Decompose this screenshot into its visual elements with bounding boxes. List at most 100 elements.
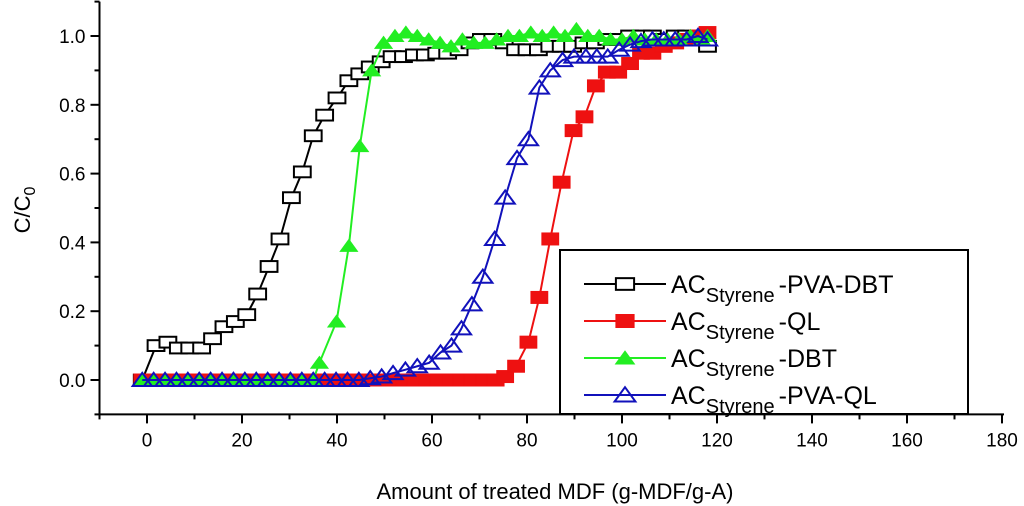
legend-label-prefix: AC	[671, 271, 706, 299]
x-tick-label: 100	[606, 430, 638, 451]
y-axis-title: C/C0	[10, 187, 39, 234]
x-tick-label: 40	[326, 430, 347, 451]
data-point	[496, 370, 515, 384]
data-point	[640, 30, 664, 47]
data-point	[507, 359, 525, 373]
data-point	[309, 355, 330, 369]
data-point	[452, 32, 472, 46]
y-tick-label: 0.4	[59, 233, 86, 254]
x-tick-label: 20	[231, 430, 252, 451]
data-point	[532, 28, 552, 42]
data-point	[430, 35, 450, 49]
legend-label-sub: Styrene	[706, 285, 775, 307]
data-point	[164, 371, 189, 387]
data-point	[530, 290, 549, 304]
data-point	[192, 341, 212, 355]
data-point	[663, 30, 687, 47]
legend-item: ACStyrene -QL	[584, 308, 820, 344]
data-point	[244, 371, 268, 387]
data-point	[575, 110, 594, 124]
data-point	[313, 371, 337, 387]
legend-item: ACStyrene -PVA-QL	[584, 382, 877, 418]
data-point	[527, 78, 551, 95]
data-point	[487, 32, 507, 46]
legend-label-prefix: AC	[671, 382, 706, 410]
legend-label-sub: Styrene	[706, 396, 775, 418]
data-point	[199, 371, 223, 387]
data-point	[259, 260, 279, 273]
data-point	[417, 353, 441, 370]
legend-label: ACStyrene -QL	[671, 308, 820, 344]
data-point	[248, 287, 268, 301]
data-point	[130, 371, 154, 387]
data-point	[564, 124, 583, 138]
data-point	[544, 25, 564, 39]
data-point	[586, 79, 605, 93]
y-axis-title-sub: 0	[22, 187, 39, 196]
data-point	[385, 28, 405, 42]
data-point	[505, 149, 529, 166]
data-point	[210, 371, 234, 387]
legend-label-sub: Styrene	[706, 359, 775, 381]
data-point	[324, 371, 348, 387]
data-point	[373, 35, 394, 49]
data-point	[303, 129, 323, 143]
legend-label-suffix: -PVA-DBT	[779, 271, 894, 299]
data-point	[187, 371, 211, 387]
data-point	[607, 40, 631, 57]
x-tick-label: 120	[701, 430, 733, 451]
data-point	[350, 138, 370, 153]
data-point	[203, 332, 222, 346]
data-point	[475, 35, 495, 49]
data-point	[516, 130, 540, 147]
x-tick-label: 80	[516, 430, 537, 451]
data-point	[362, 63, 382, 77]
legend-label: ACStyrene -PVA-QL	[671, 382, 877, 418]
data-point	[278, 371, 303, 387]
legend-marker	[612, 385, 638, 403]
data-point	[326, 314, 347, 328]
data-point	[562, 47, 586, 64]
data-point	[541, 232, 560, 246]
data-point	[339, 74, 359, 88]
data-point	[327, 91, 347, 105]
x-tick-label: 60	[421, 430, 442, 451]
legend-item: ACStyrene -DBT	[584, 345, 837, 381]
legend-item: ACStyrene -PVA-DBT	[584, 271, 894, 307]
data-point	[267, 371, 291, 387]
x-tick-label: 0	[142, 430, 153, 451]
series-3	[130, 27, 720, 387]
data-point	[407, 28, 427, 42]
series-group	[130, 21, 720, 387]
data-point	[574, 47, 598, 64]
legend-label-suffix: -QL	[779, 308, 821, 336]
y-tick-label: 0.2	[59, 302, 85, 323]
legend-label: ACStyrene -DBT	[671, 345, 837, 381]
data-point	[441, 39, 461, 53]
y-tick-label: 0.6	[59, 165, 85, 186]
data-point	[585, 47, 609, 64]
data-point	[449, 319, 474, 336]
data-point	[493, 188, 517, 205]
data-point	[519, 335, 538, 349]
series-line	[142, 34, 708, 381]
legend-marker	[614, 277, 636, 291]
y-tick-label: 0.0	[59, 371, 85, 392]
legend-label-prefix: AC	[671, 308, 706, 336]
data-point	[176, 371, 200, 387]
data-point	[439, 336, 464, 353]
data-point	[292, 165, 312, 179]
data-point	[589, 28, 609, 42]
legend-label: ACStyrene -PVA-DBT	[671, 271, 894, 307]
x-tick-label: 140	[796, 430, 828, 451]
data-point	[396, 25, 416, 39]
data-point	[233, 371, 257, 387]
data-point	[538, 61, 562, 78]
data-point	[555, 28, 575, 42]
data-point	[301, 371, 325, 387]
x-tick-label: 180	[986, 430, 1018, 451]
data-point	[695, 30, 720, 47]
data-point	[237, 308, 257, 322]
